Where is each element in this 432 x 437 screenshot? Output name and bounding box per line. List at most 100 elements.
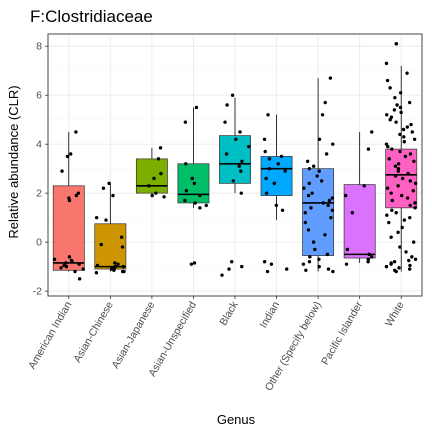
data-point <box>224 152 229 156</box>
data-point <box>394 42 399 46</box>
data-point <box>67 255 72 259</box>
data-point <box>237 164 241 168</box>
data-point <box>370 255 374 259</box>
data-point <box>410 130 414 134</box>
data-point <box>67 198 72 203</box>
data-point <box>74 193 78 198</box>
data-point <box>331 142 335 146</box>
data-point <box>411 189 415 193</box>
data-point <box>412 137 417 141</box>
data-point <box>276 162 280 166</box>
data-point <box>264 176 268 181</box>
data-point <box>104 218 108 222</box>
data-point <box>402 140 407 144</box>
data-point <box>231 179 236 183</box>
data-point <box>74 130 78 134</box>
data-point <box>147 184 151 188</box>
data-point <box>121 264 126 269</box>
data-point <box>387 157 391 161</box>
data-point <box>366 260 370 264</box>
data-point <box>304 268 308 272</box>
data-point <box>194 105 199 110</box>
y-tick-label: 4 <box>36 139 42 151</box>
data-point <box>390 198 394 203</box>
boxes <box>52 65 418 272</box>
data-point <box>311 240 316 244</box>
data-point <box>408 263 412 268</box>
data-point <box>324 152 329 156</box>
data-point <box>184 189 189 193</box>
box <box>135 158 168 194</box>
data-point <box>307 166 312 171</box>
box <box>302 168 335 256</box>
data-point <box>189 262 194 266</box>
data-point <box>301 262 306 266</box>
data-point <box>411 240 416 244</box>
box-group <box>135 147 168 197</box>
box-group <box>94 183 127 272</box>
data-point <box>398 132 402 137</box>
data-point <box>403 154 408 159</box>
data-point <box>317 137 322 141</box>
data-point <box>407 267 412 271</box>
y-tick-label: 2 <box>36 188 42 200</box>
data-point <box>303 220 308 225</box>
data-point <box>398 149 402 154</box>
data-point <box>285 267 289 271</box>
data-point <box>317 169 321 173</box>
x-tick-label: Asian-Japanese <box>109 299 157 370</box>
data-point <box>405 71 409 75</box>
data-point <box>227 267 231 271</box>
data-point <box>392 260 397 264</box>
data-point <box>412 159 416 164</box>
box <box>219 135 251 184</box>
data-point <box>394 269 398 274</box>
data-point <box>402 135 406 139</box>
data-point <box>390 147 394 151</box>
data-point <box>266 113 270 117</box>
data-point <box>366 257 371 261</box>
data-point <box>315 174 319 178</box>
data-point <box>388 86 392 90</box>
data-point <box>362 184 366 188</box>
data-point <box>223 120 227 124</box>
chart-title: F:Clostridiaceae <box>30 7 153 26</box>
y-tick-label: -2 <box>33 286 42 298</box>
data-point <box>323 233 327 237</box>
data-point <box>385 186 390 190</box>
data-point <box>230 260 234 264</box>
data-point <box>370 130 374 134</box>
data-point <box>234 137 238 141</box>
data-point <box>396 230 400 235</box>
data-point <box>68 152 73 156</box>
data-point <box>59 266 63 270</box>
data-point <box>198 206 202 210</box>
data-point <box>350 211 355 215</box>
data-point <box>398 105 403 110</box>
data-point <box>107 181 111 186</box>
data-point <box>274 203 279 208</box>
data-point <box>390 208 394 212</box>
box-group <box>219 97 251 194</box>
box-group <box>260 114 293 221</box>
y-tick-label: 8 <box>36 41 42 53</box>
data-point <box>247 144 251 149</box>
data-point <box>310 191 314 195</box>
data-point <box>77 262 81 266</box>
data-point <box>99 242 103 247</box>
data-point <box>385 78 390 83</box>
y-tick-label: 0 <box>36 237 42 249</box>
data-point <box>323 100 327 105</box>
data-point <box>331 269 335 274</box>
data-point <box>190 176 194 181</box>
data-point <box>120 245 125 249</box>
data-point <box>320 113 325 117</box>
data-point <box>330 196 335 200</box>
data-point <box>317 257 321 261</box>
data-point <box>396 162 401 166</box>
data-point <box>183 120 188 124</box>
data-point <box>112 268 116 272</box>
data-point <box>399 110 403 115</box>
data-point <box>396 169 400 173</box>
data-point <box>394 120 398 124</box>
